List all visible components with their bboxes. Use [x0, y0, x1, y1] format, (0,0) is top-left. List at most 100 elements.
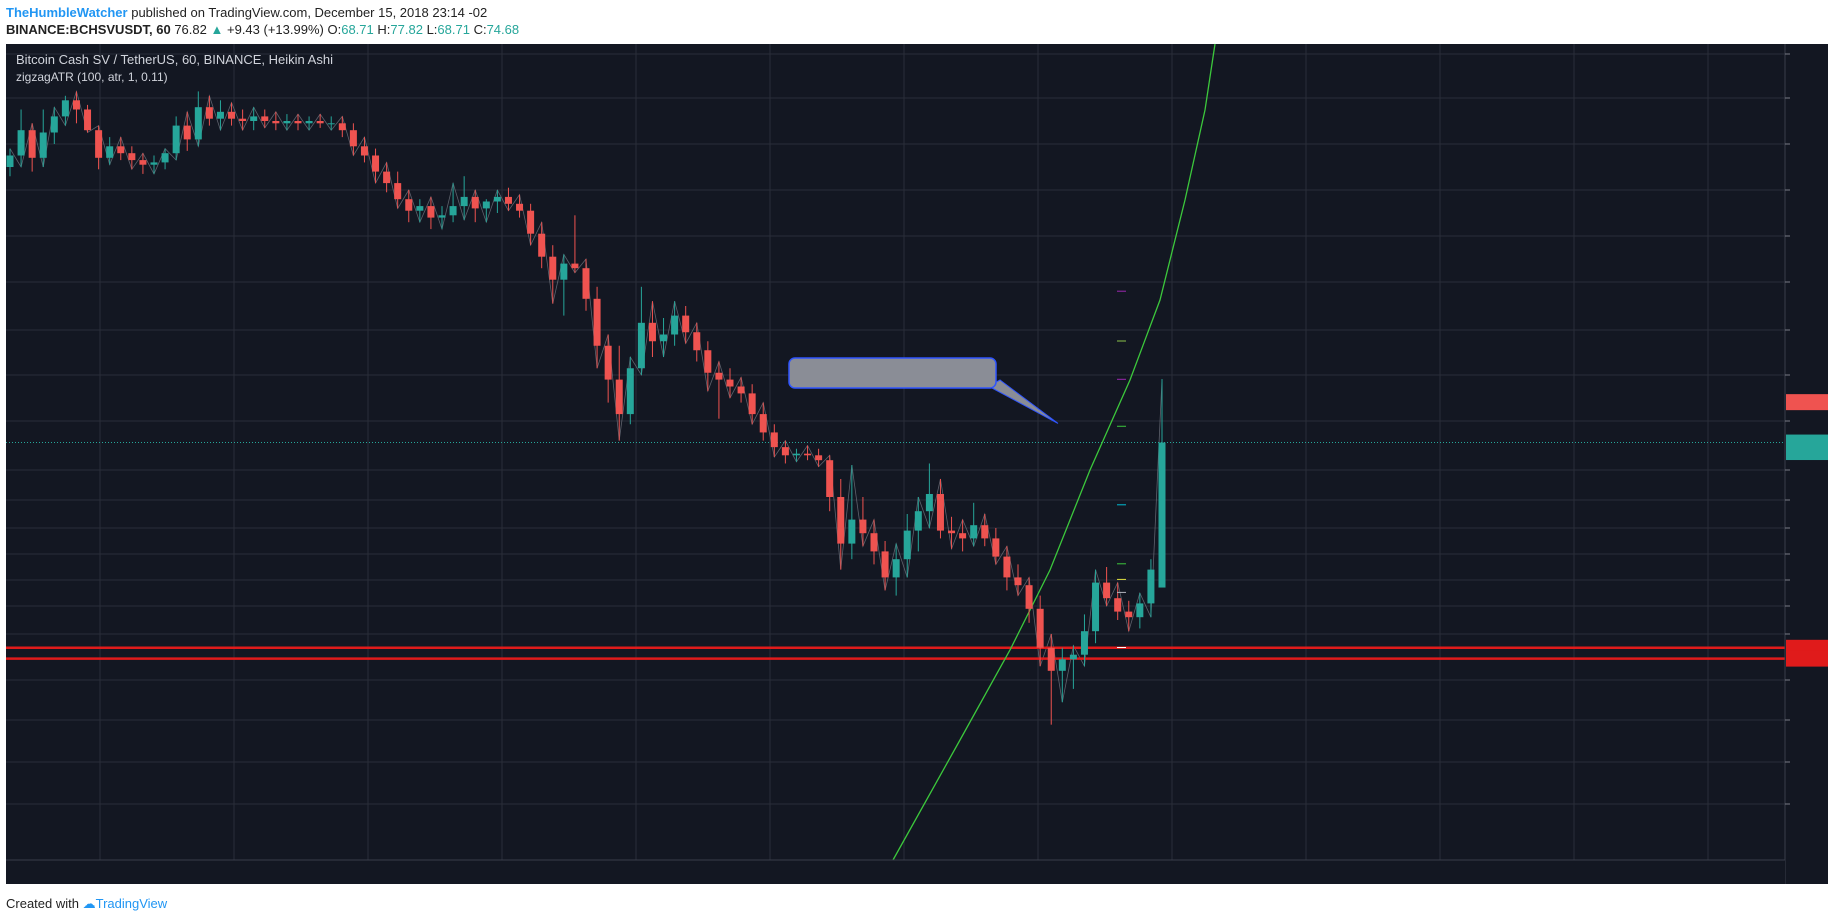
candle-body: [615, 379, 623, 415]
candle-body: [349, 130, 357, 147]
candle-body: [1158, 442, 1166, 588]
candle-body: [50, 116, 58, 133]
up-arrow-icon: ▲: [210, 22, 224, 37]
annotations: [788, 290, 1126, 648]
candle-body: [671, 315, 679, 335]
candle-body: [150, 162, 158, 165]
candle-body: [172, 125, 180, 154]
candle-body: [1058, 659, 1066, 671]
open-value: 68.71: [341, 22, 374, 37]
candle-body: [17, 130, 25, 156]
high-label: H:: [377, 22, 391, 37]
candle-body: [493, 196, 501, 202]
candle-body: [660, 334, 668, 342]
candle-body: [715, 372, 723, 380]
candle-body: [959, 533, 967, 539]
candle-body: [1025, 585, 1033, 609]
candle-body: [881, 551, 889, 578]
candle-body: [1069, 654, 1077, 660]
candle-body: [970, 525, 978, 539]
candle-body: [648, 322, 656, 342]
candle-body: [682, 315, 690, 333]
candle-body: [704, 350, 712, 373]
candle-body: [6, 155, 14, 167]
candle-body: [626, 368, 634, 415]
candle-body: [571, 263, 579, 269]
low-value: 68.71: [437, 22, 470, 37]
candle-body: [770, 432, 778, 448]
chart-grid: [6, 44, 1785, 860]
footer: Created with ☁TradingView: [6, 896, 167, 912]
candle-body: [327, 123, 335, 125]
candle-body: [416, 206, 424, 211]
candle-body: [549, 256, 557, 280]
close-label: C:: [473, 22, 487, 37]
candle-body: [372, 155, 380, 172]
candle-body: [726, 379, 734, 387]
publish-info: published on TradingView.com, December 1…: [131, 5, 488, 20]
candle-body: [61, 100, 69, 117]
candle-body: [95, 130, 103, 158]
callout-box: [788, 357, 997, 389]
price-axis: [1785, 53, 1828, 805]
high-value: 77.82: [390, 22, 423, 37]
candle-body: [305, 121, 313, 124]
candle-body: [161, 153, 169, 163]
candle-body: [737, 386, 745, 394]
candle-body: [128, 153, 136, 161]
tradingview-brand[interactable]: TradingView: [95, 896, 168, 911]
candle-body: [826, 460, 834, 497]
candle-body: [28, 130, 36, 158]
candle-body: [117, 146, 125, 154]
candle-body: [283, 121, 291, 124]
candle-body: [516, 203, 524, 211]
candle-body: [748, 393, 756, 415]
publish-line: TheHumbleWatcher published on TradingVie…: [6, 4, 519, 21]
candle-body: [815, 455, 823, 461]
candle-body: [139, 160, 147, 165]
chart-pane[interactable]: [6, 44, 1785, 884]
candle-body: [360, 146, 368, 156]
candle-body: [1080, 631, 1088, 655]
candle-body: [604, 345, 612, 380]
candle-body: [848, 519, 856, 544]
author-link[interactable]: TheHumbleWatcher: [6, 5, 128, 20]
open-label: O:: [327, 22, 342, 37]
candle-body: [936, 494, 944, 531]
price-label-box: [1786, 394, 1828, 411]
candle-body: [637, 322, 645, 369]
candle-body: [39, 132, 47, 158]
price-scale[interactable]: [1785, 44, 1828, 884]
candle-body: [759, 414, 767, 433]
candle-body: [1036, 608, 1044, 648]
chart-title: Bitcoin Cash SV / TetherUS, 60, BINANCE,…: [16, 52, 333, 67]
candle-body: [1003, 556, 1011, 578]
candle-body: [272, 121, 280, 124]
time-scale[interactable]: [6, 860, 1785, 884]
candle-body: [925, 494, 933, 512]
tradingview-logo-icon: ☁: [82, 896, 96, 911]
last-price: 76.82: [174, 22, 207, 37]
candle-body: [781, 447, 789, 456]
candle-body: [804, 453, 812, 456]
candle-body: [194, 107, 202, 140]
price-label-box: [1786, 444, 1828, 461]
candle-body: [538, 233, 546, 257]
candle-body: [261, 116, 269, 121]
candle-body: [427, 206, 435, 218]
candle-body: [593, 298, 601, 346]
candle-body: [294, 121, 302, 124]
candle-body: [205, 107, 213, 119]
candle-body: [1136, 603, 1144, 618]
candle-body: [482, 201, 490, 209]
candle-body: [560, 263, 568, 280]
candle-body: [250, 116, 258, 121]
candle-body: [1047, 647, 1055, 671]
candle-body: [948, 530, 956, 534]
candle-series: [6, 91, 1166, 725]
symbol-line: BINANCE:BCHSVUSDT, 60 76.82 ▲ +9.43 (+13…: [6, 21, 519, 38]
candle-body: [892, 559, 900, 578]
low-label: L:: [426, 22, 438, 37]
price-change: +9.43 (+13.99%): [227, 22, 324, 37]
